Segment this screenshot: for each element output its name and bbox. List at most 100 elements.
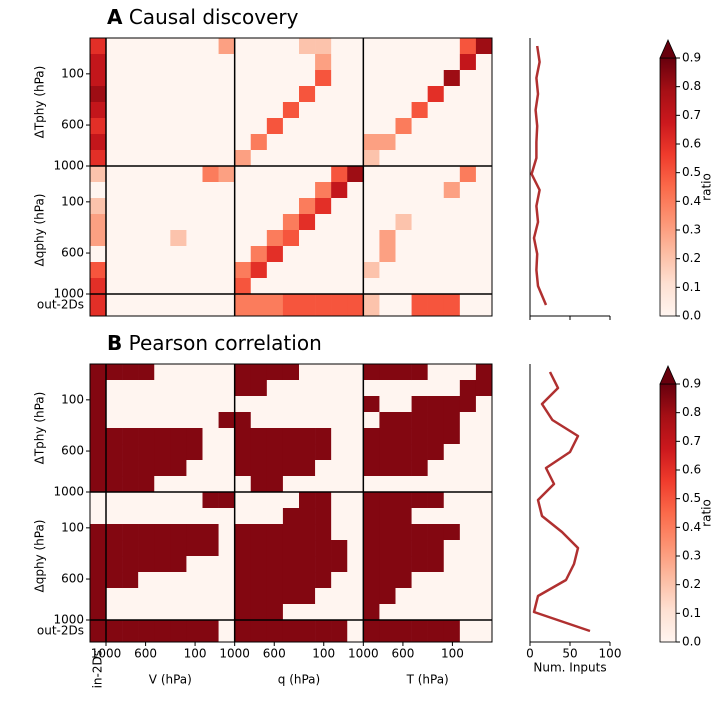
- heat-cell: [170, 540, 187, 557]
- heat-cell: [186, 380, 203, 397]
- heat-cell: [90, 588, 107, 605]
- heat-cell: [315, 294, 332, 317]
- heat-cell: [186, 412, 203, 429]
- heat-cell: [363, 364, 380, 381]
- heat-cell: [138, 620, 155, 643]
- heat-cell: [395, 572, 412, 589]
- heat-cell: [379, 294, 396, 317]
- heat-cell: [315, 134, 332, 151]
- heat-cell: [122, 198, 139, 215]
- heat-cell: [106, 246, 123, 263]
- heat-cell: [411, 540, 428, 557]
- panel-label: B: [107, 331, 122, 355]
- heat-cell: [475, 364, 493, 381]
- heat-cell: [234, 278, 252, 295]
- heat-cell: [266, 460, 284, 477]
- heat-cell: [347, 492, 364, 509]
- heat-cell: [170, 198, 187, 215]
- heat-cell: [427, 572, 445, 589]
- heat-cell: [90, 364, 107, 381]
- heat-cell: [186, 460, 203, 477]
- x-tick-label: 600: [134, 647, 157, 661]
- heat-cell: [234, 556, 252, 573]
- heat-cell: [282, 508, 300, 525]
- heat-cell: [331, 588, 348, 605]
- panel-title-text: Pearson correlation: [129, 331, 322, 355]
- panel-title-text: Causal discovery: [129, 5, 299, 29]
- heat-cell: [475, 134, 493, 151]
- heat-cell: [266, 102, 284, 119]
- heat-cell: [234, 246, 252, 263]
- heat-cell: [282, 444, 300, 461]
- heat-cell: [459, 540, 477, 557]
- heat-cell: [299, 588, 316, 605]
- heat-cell: [266, 198, 284, 215]
- heat-cell: [443, 246, 461, 263]
- heat-cell: [138, 214, 155, 231]
- heat-cell: [170, 588, 187, 605]
- heat-cell: [475, 620, 493, 643]
- heat-cell: [379, 70, 396, 87]
- heat-cell: [347, 620, 364, 643]
- heat-cell: [170, 380, 187, 397]
- colorbar-tick-label: 0.2: [682, 577, 701, 591]
- heat-cell: [347, 604, 364, 621]
- profile-line: [530, 45, 548, 306]
- colorbar-tick-label: 0.8: [682, 79, 701, 93]
- colorbar-tick-label: 0.7: [682, 434, 701, 448]
- heat-cell: [443, 524, 461, 541]
- heat-cell: [443, 588, 461, 605]
- heat-cell: [186, 492, 203, 509]
- heat-cell: [347, 524, 364, 541]
- heat-cell: [411, 492, 428, 509]
- colorbar-extend: [659, 39, 677, 59]
- heat-cell: [299, 102, 316, 119]
- heat-cell: [427, 444, 445, 461]
- heat-cell: [475, 508, 493, 525]
- heat-cell: [331, 102, 348, 119]
- heat-cell: [395, 620, 412, 643]
- heat-cell: [106, 38, 123, 55]
- heat-cell: [427, 214, 445, 231]
- heat-cell: [122, 492, 139, 509]
- heat-cell: [299, 182, 316, 199]
- heat-cell: [411, 588, 428, 605]
- heat-cell: [427, 364, 445, 381]
- heat-cell: [347, 396, 364, 413]
- heat-cell: [331, 524, 348, 541]
- heat-cell: [90, 540, 107, 557]
- panel-title: B Pearson correlation: [107, 331, 322, 355]
- heat-cell: [282, 572, 300, 589]
- heat-cell: [475, 230, 493, 247]
- heat-cell: [459, 364, 477, 381]
- heat-cell: [186, 540, 203, 557]
- heat-cell: [379, 278, 396, 295]
- heat-cell: [315, 492, 332, 509]
- heat-cell: [395, 182, 412, 199]
- heat-cell: [186, 428, 203, 445]
- heat-cell: [459, 86, 477, 103]
- heat-cell: [106, 70, 123, 87]
- heat-cell: [138, 572, 155, 589]
- heat-cell: [475, 444, 493, 461]
- heat-cell: [282, 214, 300, 231]
- heat-cell: [427, 182, 445, 199]
- heat-cell: [282, 364, 300, 381]
- heat-cell: [427, 588, 445, 605]
- heat-cell: [170, 364, 187, 381]
- heat-cell: [154, 150, 171, 167]
- heat-cell: [250, 118, 268, 135]
- colorbar-tick-label: 0.9: [682, 377, 701, 391]
- heat-cell: [331, 620, 348, 643]
- heat-cell: [459, 102, 477, 119]
- heat-cell: [266, 604, 284, 621]
- heat-cell: [411, 134, 428, 151]
- heat-cell: [250, 364, 268, 381]
- heat-cell: [186, 476, 203, 493]
- heat-cell: [475, 262, 493, 279]
- heat-cell: [234, 38, 252, 55]
- heat-cell: [202, 182, 219, 199]
- heat-cell: [331, 294, 348, 317]
- heat-cell: [315, 444, 332, 461]
- heat-cell: [347, 214, 364, 231]
